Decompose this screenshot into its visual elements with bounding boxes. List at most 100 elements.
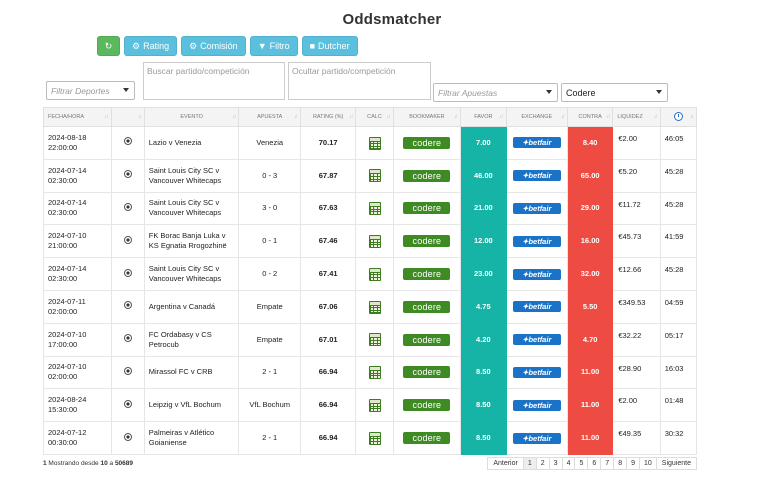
cell-favor: 7.00 [460, 126, 507, 160]
toolbar: ↻ ⚙ Rating ⚙ Comisión ▼ Filtro ■ Dutcher [97, 36, 358, 56]
col-header-bookmaker[interactable]: Bookmaker ↓↑ [392, 107, 462, 127]
pager-page-button[interactable]: 9 [626, 457, 640, 470]
table-row[interactable]: 2024-08-18 22:00:00 Lazio v Venezia Venezia… [43, 126, 698, 160]
bookmaker-select[interactable]: Codere [561, 83, 668, 102]
pager-page-button[interactable]: 8 [613, 457, 628, 470]
betfair-logo[interactable]: ✦betfair [512, 399, 561, 411]
calculator-icon[interactable] [368, 398, 381, 412]
cell-evento[interactable]: Palmeiras v Atlético Goianiense [143, 421, 240, 455]
cell-date: 2024-07-14 [48, 264, 87, 274]
table-row[interactable]: 2024-08-24 15:30:00 Leipzig v VfL Bochum Vf… [43, 388, 698, 423]
calculator-icon[interactable] [368, 366, 381, 380]
cell-calc [355, 257, 394, 291]
codere-logo[interactable]: codere [403, 432, 451, 445]
codere-logo[interactable]: codere [403, 333, 451, 346]
codere-logo[interactable]: codere [403, 268, 451, 281]
cell-evento[interactable]: FC Ordabasy v CS Petrocub [143, 322, 240, 357]
col-header-evento[interactable]: Evento ↓↑ [143, 107, 240, 127]
betfair-logo[interactable]: ✦betfair [512, 432, 561, 444]
calculator-icon[interactable] [368, 234, 381, 248]
pager-page-button[interactable]: 5 [574, 457, 589, 470]
cell-evento[interactable]: Argentina v Canadá [143, 289, 240, 324]
pager-page-button[interactable]: 3 [548, 457, 563, 470]
cell-evento[interactable]: Mirassol FC v CRB [143, 355, 240, 390]
pager-prev-button[interactable]: Anterior [487, 457, 524, 470]
cogs-icon: ⚙ [132, 40, 141, 51]
col-header-favor[interactable]: Favor ↓↑ [460, 107, 507, 127]
codere-logo[interactable]: codere [403, 235, 451, 248]
cell-evento[interactable]: Lazio v Venezia [143, 126, 240, 160]
col-header-fecha[interactable]: Fecha/Hora ↓↑ [43, 107, 112, 127]
col-header-apuesta[interactable]: Apuesta ↓↑ [238, 107, 301, 127]
betfair-logo[interactable]: ✦betfair [512, 301, 561, 313]
pager-page-button[interactable]: 2 [535, 457, 550, 470]
betfair-logo[interactable]: ✦betfair [512, 202, 561, 214]
search-match-input[interactable]: Buscar partido/competición [143, 62, 285, 100]
pager-page-button[interactable]: 4 [561, 457, 576, 470]
pager-page-button[interactable]: 10 [639, 457, 657, 470]
calculator-icon[interactable] [368, 431, 381, 445]
rating-button[interactable]: ⚙ Rating [124, 36, 178, 56]
cell-evento[interactable]: Leipzig v VfL Bochum [143, 388, 240, 423]
codere-logo[interactable]: codere [403, 366, 451, 379]
sort-icon: ↓↑ [454, 114, 458, 120]
cell-favor: 4.20 [460, 322, 507, 357]
col-header-sport[interactable]: ↓↑ [110, 107, 145, 127]
calculator-icon[interactable] [368, 169, 381, 183]
codere-logo[interactable]: codere [403, 300, 451, 313]
betfair-logo[interactable]: ✦betfair [512, 235, 561, 247]
betfair-logo[interactable]: ✦betfair [512, 268, 561, 280]
hide-match-input[interactable]: Ocultar partido/competición [288, 62, 431, 100]
codere-logo[interactable]: codere [403, 169, 451, 182]
cell-evento[interactable]: Saint Louis City SC v Vancouver Whitecap… [143, 257, 240, 291]
calculator-icon[interactable] [368, 267, 381, 281]
filtro-button[interactable]: ▼ Filtro [249, 36, 298, 56]
codere-logo[interactable]: codere [403, 136, 451, 149]
pager-page-button[interactable]: 1 [522, 457, 537, 470]
codere-logo[interactable]: codere [403, 399, 451, 412]
betfair-logo[interactable]: ✦betfair [512, 170, 561, 182]
table-row[interactable]: 2024-07-10 17:00:00 FC Ordabasy v CS Petro… [43, 322, 698, 357]
calculator-icon[interactable] [368, 300, 381, 314]
bet-filter-select[interactable]: Filtrar Apuestas [433, 83, 558, 102]
betfair-logo[interactable]: ✦betfair [512, 334, 561, 346]
col-header-exchange[interactable]: Exchange ↓↑ [505, 107, 568, 127]
comision-button[interactable]: ⚙ Comisión [181, 36, 246, 56]
info-total: 50689 [114, 460, 134, 467]
calculator-icon[interactable] [368, 136, 381, 150]
calculator-icon[interactable] [368, 333, 381, 347]
table-row[interactable]: 2024-07-14 02:30:00 Saint Louis City SC v … [43, 257, 698, 291]
cell-evento[interactable]: Saint Louis City SC v Vancouver Whitecap… [143, 158, 240, 193]
table-row[interactable]: 2024-07-14 02:30:00 Saint Louis City SC v … [43, 191, 698, 226]
dutcher-button[interactable]: ■ Dutcher [301, 36, 358, 56]
table-row[interactable]: 2024-07-11 02:00:00 Argentina v Canadá Empa… [43, 289, 698, 324]
sport-filter-select[interactable]: Filtrar Deportes [46, 81, 135, 100]
refresh-button[interactable]: ↻ [97, 36, 120, 56]
calculator-icon[interactable] [368, 202, 381, 216]
soccer-ball-icon [123, 334, 132, 343]
col-header-time[interactable]: ↓↑ [659, 107, 698, 127]
soccer-ball-icon [123, 202, 132, 211]
cell-tiempo: 46:05 [659, 126, 698, 160]
col-header-contra[interactable]: Contra ↓↑ [566, 107, 614, 127]
col-header-rating[interactable]: Rating (%) ↓↑ [299, 107, 357, 127]
table-row[interactable]: 2024-07-10 21:00:00 FK Borac Banja Luka v … [43, 224, 698, 259]
cell-evento[interactable]: Saint Louis City SC v Vancouver Whitecap… [143, 191, 240, 226]
cell-evento[interactable]: FK Borac Banja Luka v KS Egnatia Rrogozh… [143, 224, 240, 259]
cell-time: 22:00:00 [48, 142, 78, 152]
pager-next-button[interactable]: Siguiente [655, 457, 697, 470]
codere-logo[interactable]: codere [403, 202, 451, 215]
cell-bookmaker: codere [392, 355, 462, 390]
betfair-logo[interactable]: ✦betfair [512, 137, 561, 149]
table-row[interactable]: 2024-07-10 02:00:00 Mirassol FC v CRB 2 - 1… [43, 355, 698, 390]
comision-button-label: Comisión [200, 41, 238, 51]
col-header-liquidez[interactable]: Liquidez ↓↑ [612, 107, 661, 127]
pager-page-button[interactable]: 6 [587, 457, 602, 470]
betfair-logo[interactable]: ✦betfair [512, 366, 561, 378]
cell-date: 2024-07-14 [48, 198, 87, 208]
table-row[interactable]: 2024-07-14 02:30:00 Saint Louis City SC v … [43, 158, 698, 193]
table-row[interactable]: 2024-07-12 00:30:00 Palmeiras v Atlético G… [43, 421, 698, 455]
soccer-ball-icon [123, 301, 132, 310]
pager-page-button[interactable]: 7 [600, 457, 615, 470]
col-header-calc[interactable]: Calc ↓↑ [355, 107, 394, 127]
